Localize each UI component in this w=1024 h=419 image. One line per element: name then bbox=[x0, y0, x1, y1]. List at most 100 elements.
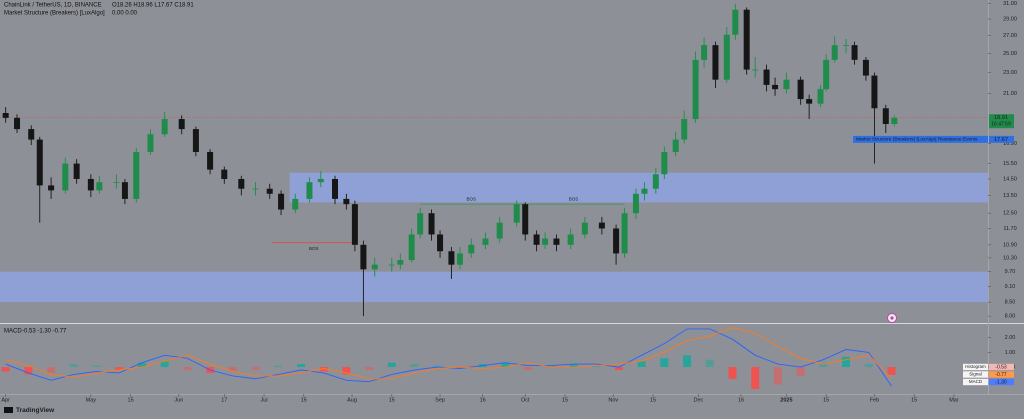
x-tick-label: Apr bbox=[1, 397, 10, 403]
candle-body bbox=[62, 163, 69, 191]
candle-body bbox=[468, 244, 475, 254]
y-tick-label: 14.50 bbox=[1003, 176, 1017, 182]
candle-body bbox=[496, 222, 503, 239]
histogram-bar bbox=[842, 356, 851, 368]
histogram-bar bbox=[751, 367, 760, 390]
candle-body bbox=[652, 174, 659, 189]
histogram-bar bbox=[342, 367, 351, 375]
histogram-bar bbox=[410, 364, 419, 368]
candle-body bbox=[843, 45, 850, 46]
candle-body bbox=[397, 260, 404, 265]
candle-body bbox=[632, 193, 639, 214]
readout-name-box bbox=[963, 378, 988, 386]
x-tick-label: Sep bbox=[435, 397, 445, 403]
x-tick-label: Jun bbox=[174, 397, 183, 403]
candle-body bbox=[723, 34, 730, 80]
x-tick-label: Mar bbox=[949, 397, 959, 403]
candle-body bbox=[763, 69, 770, 85]
histogram-bar bbox=[69, 364, 78, 368]
indicator-values: 0.00 0.00 bbox=[112, 11, 138, 17]
candle-body bbox=[113, 182, 120, 183]
x-tick-label: Jul bbox=[261, 397, 268, 403]
x-tick-label: Feb bbox=[870, 397, 879, 403]
candle-body bbox=[871, 75, 878, 109]
histogram-bar bbox=[387, 362, 396, 368]
histogram-bar bbox=[274, 365, 283, 368]
candle-body bbox=[408, 234, 415, 261]
candle-body bbox=[417, 213, 424, 235]
histogram-bar bbox=[592, 365, 601, 368]
histogram-bar bbox=[773, 367, 782, 385]
candle-body bbox=[513, 204, 520, 223]
readout-value-box bbox=[989, 371, 1014, 378]
y-tick-label: 31.00 bbox=[1003, 1, 1017, 7]
candle-body bbox=[332, 178, 339, 199]
price-label-box bbox=[989, 114, 1014, 129]
histogram-bar bbox=[319, 367, 328, 372]
candle-body bbox=[712, 45, 719, 80]
candle-body bbox=[817, 89, 824, 104]
candle-body bbox=[533, 234, 540, 245]
readout-value: -0.53 bbox=[995, 364, 1007, 370]
y-tick-label: 8.50 bbox=[1005, 300, 1016, 306]
candle-body bbox=[428, 213, 435, 235]
price-note: Market Structure (Breakers) [LuxAlgo] Re… bbox=[856, 137, 978, 143]
histogram-bar bbox=[115, 367, 124, 370]
readout-value: -0.77 bbox=[995, 372, 1007, 378]
histogram-bar bbox=[569, 364, 578, 368]
x-tick-label: 15 bbox=[823, 397, 829, 403]
logo-mark bbox=[4, 407, 13, 413]
price-note-box bbox=[853, 135, 988, 143]
histogram-bar bbox=[614, 367, 623, 370]
candle-body bbox=[743, 9, 750, 70]
histogram-bar bbox=[183, 367, 192, 370]
readout-name-box bbox=[963, 371, 988, 378]
x-tick-label: Oct bbox=[521, 397, 530, 403]
candle-body bbox=[2, 113, 9, 118]
y-tick-label: 9.10 bbox=[1005, 284, 1016, 290]
histogram-bar bbox=[524, 367, 533, 370]
candle-body bbox=[343, 198, 350, 205]
candle-body bbox=[133, 151, 140, 199]
x-tick-label: 15 bbox=[389, 397, 395, 403]
candle-body bbox=[772, 84, 779, 90]
candle-body bbox=[317, 178, 324, 183]
candle-body bbox=[661, 151, 668, 175]
candle-body bbox=[692, 59, 699, 120]
price-label: 17.67 bbox=[994, 137, 1008, 143]
candle-body bbox=[14, 117, 21, 130]
histogram-bar bbox=[296, 364, 305, 368]
y-tick-label: 29.00 bbox=[1003, 17, 1017, 23]
candle-body bbox=[783, 79, 790, 90]
y-tick-label: 15.50 bbox=[1003, 161, 1017, 167]
histogram-bar bbox=[864, 364, 873, 368]
candle-body bbox=[48, 185, 55, 191]
y-tick-label: 10.90 bbox=[1003, 242, 1017, 248]
candle-body bbox=[448, 251, 455, 265]
candle-body bbox=[797, 79, 804, 100]
macd-pane bbox=[1, 327, 896, 390]
x-tick-label: Dec bbox=[694, 397, 704, 403]
candle-body bbox=[831, 45, 838, 60]
readout-name: MACD bbox=[969, 379, 983, 384]
candle-body bbox=[542, 238, 549, 245]
zones bbox=[0, 172, 988, 303]
candle-body bbox=[28, 129, 35, 140]
readout-value-box bbox=[989, 363, 1014, 371]
candle-body bbox=[437, 234, 444, 252]
y-tick-label: 11.70 bbox=[1003, 226, 1016, 232]
price-label: 18.91 bbox=[994, 115, 1008, 121]
y-tick-label: 21.00 bbox=[1003, 91, 1017, 97]
candle-body bbox=[613, 228, 620, 254]
price-label-box bbox=[989, 135, 1014, 143]
candle-body bbox=[752, 69, 759, 71]
x-tick-label: 15 bbox=[128, 397, 134, 403]
macd-title: MACD bbox=[4, 329, 22, 335]
readout-name: Signal bbox=[969, 372, 982, 377]
histogram-bar bbox=[160, 361, 169, 368]
axes: 8.00 8.50 9.10 9.70 10.30 10.90 11.70 12.50 13.5… bbox=[1, 1, 1016, 403]
candle-body bbox=[306, 182, 313, 199]
x-tick-label: May bbox=[86, 397, 97, 403]
